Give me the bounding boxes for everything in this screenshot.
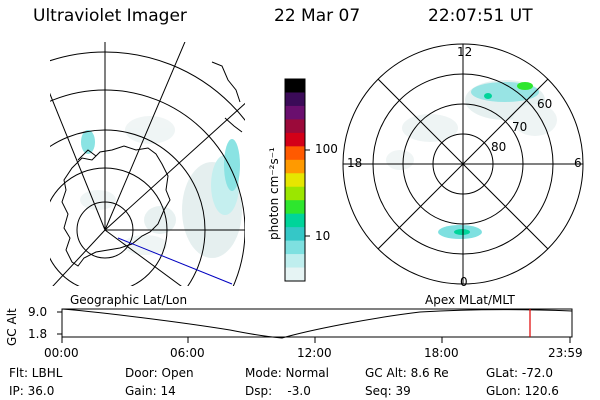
colorbar-stripe [285, 200, 305, 215]
colorbar-tick-100: 100 [315, 142, 338, 156]
geo-latitude-lines [50, 51, 245, 286]
colorbar-stripe [285, 159, 305, 174]
sequence-value: Seq: 39 [365, 384, 411, 398]
colorbar-stripe [285, 173, 305, 188]
antarctica-outline [61, 145, 171, 267]
colorbar [284, 78, 310, 282]
dsp-value: Dsp: -3.0 [245, 384, 311, 398]
altitude-curve [61, 308, 573, 339]
mlat-ring-label-80: 80 [491, 140, 507, 154]
mlat-ring-label-60: 60 [537, 97, 553, 111]
geo-aurora-emission [80, 116, 242, 258]
altitude-ytick-bottom: 1.8 [28, 327, 48, 341]
geographic-map [50, 42, 245, 286]
time-tick-1200: 12:00 [297, 346, 332, 360]
observation-date: 22 Mar 07 [274, 6, 361, 26]
colorbar-stripe [285, 105, 305, 120]
instrument-title: Ultraviolet Imager [33, 6, 187, 26]
geo-longitude-value: GLon: 120.6 [486, 384, 559, 398]
colorbar-unit-label: photon cm⁻²s⁻¹ [267, 147, 281, 240]
geographic-panel-label: Geographic Lat/Lon [70, 293, 188, 307]
gain-value: Gain: 14 [125, 384, 176, 398]
satellite-track [117, 237, 233, 285]
colorbar-stripe [285, 227, 305, 242]
geo-meridian-lines [50, 42, 245, 286]
ip-value: IP: 36.0 [9, 384, 55, 398]
colorbar-stripe [285, 213, 305, 228]
colorbar-stripe [285, 267, 305, 282]
colorbar-stripe [285, 79, 305, 94]
geo-latitude-value: GLat: -72.0 [486, 366, 553, 380]
colorbar-stripe [285, 186, 305, 201]
colorbar-stripe [285, 92, 305, 107]
door-value: Door: Open [125, 366, 194, 380]
colorbar-stripe [285, 146, 305, 161]
colorbar-tick-10: 10 [315, 229, 331, 243]
mlt-label-0: 0 [460, 275, 468, 289]
mlt-label-6: 6 [574, 156, 582, 170]
colorbar-stripe [285, 240, 305, 255]
gc-altitude-value: GC Alt: 8.6 Re [365, 366, 449, 380]
altitude-strip [57, 308, 573, 343]
south-america-coast [211, 61, 241, 103]
polar-aurora-emission [386, 80, 557, 239]
colorbar-stripe [285, 119, 305, 134]
filter-value: Flt: LBHL [9, 366, 63, 380]
observation-time: 22:07:51 UT [428, 6, 533, 26]
time-tick-0600: 06:00 [170, 346, 205, 360]
time-tick-2359: 23:59 [548, 346, 583, 360]
time-tick-0000: 00:00 [44, 346, 79, 360]
mode-value: Mode: Normal [245, 366, 329, 380]
apex-panel-label: Apex MLat/MLT [425, 293, 515, 307]
mlt-label-18: 18 [347, 156, 363, 170]
altitude-ytick-top: 9.0 [28, 305, 48, 319]
mlat-ring-label-70: 70 [512, 120, 528, 134]
colorbar-stripe [285, 254, 305, 269]
altitude-ylabel: GC Alt [5, 308, 19, 346]
mlt-label-12: 12 [457, 45, 473, 59]
colorbar-stripe [285, 132, 305, 147]
time-tick-1800: 18:00 [424, 346, 459, 360]
polar-plot [342, 43, 584, 285]
